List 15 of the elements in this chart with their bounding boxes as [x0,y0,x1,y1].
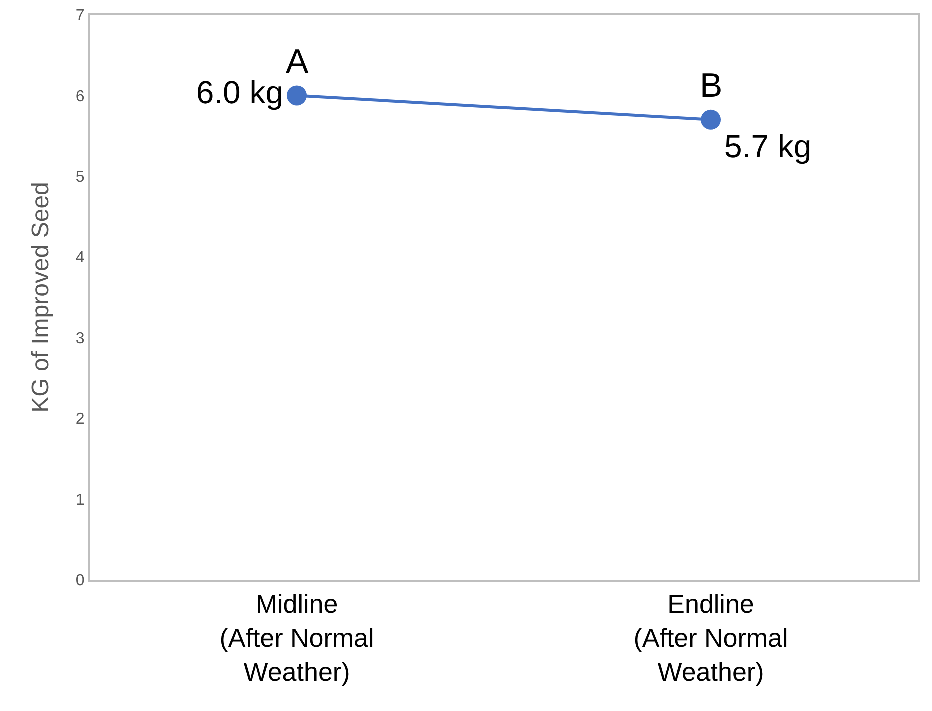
y-tick-label: 0 [76,572,85,590]
data-label: 5.7 kg [724,128,812,164]
y-tick-label: 3 [76,330,85,348]
y-tick-label: 2 [76,411,85,428]
y-tick-label: 1 [76,492,85,509]
y-tick-label: 7 [76,8,85,25]
annotation: B [700,67,723,105]
y-tick-label: 5 [76,169,85,186]
x-tick-label: Endline (After Normal Weather) [634,589,788,687]
y-tick-label: 6 [76,88,85,106]
annotation: A [286,43,309,81]
y-tick-label: 4 [76,250,85,267]
x-tick-label: Midline (After Normal Weather) [220,589,374,687]
y-axis-title: KG of Improved Seed [27,182,54,413]
data-label: 6.0 kg [196,74,284,111]
